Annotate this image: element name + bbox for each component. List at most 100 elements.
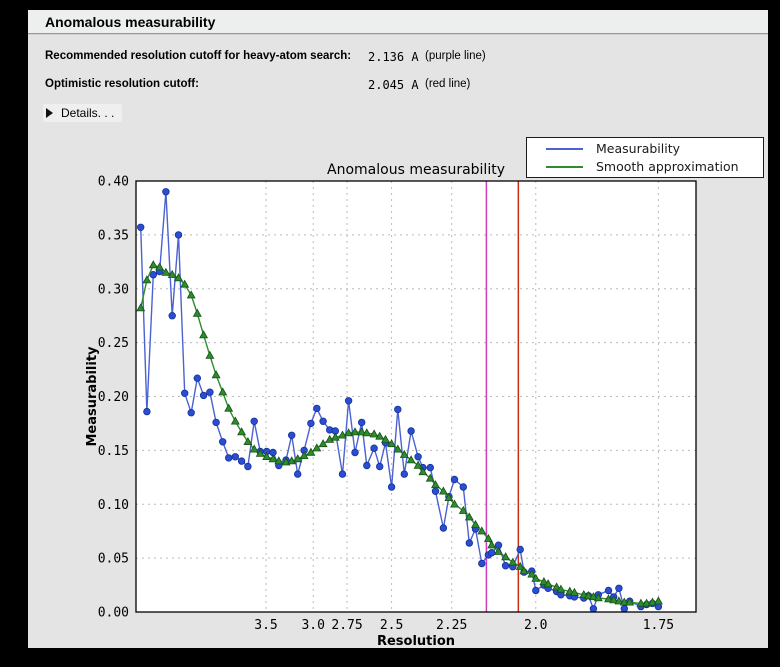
smooth-approximation-point bbox=[565, 586, 575, 595]
disclosure-triangle-icon bbox=[46, 108, 53, 118]
smooth-approximation-point bbox=[287, 456, 297, 465]
smooth-approximation-point bbox=[161, 267, 171, 276]
plot-background bbox=[136, 181, 696, 612]
measurability-point bbox=[174, 231, 183, 239]
measurability-point bbox=[149, 271, 157, 279]
y-tick-label: 0.40 bbox=[98, 175, 129, 190]
measurability-point bbox=[615, 584, 623, 592]
x-axis-label: Resolution bbox=[377, 634, 455, 648]
smooth-approximation-point bbox=[604, 594, 613, 603]
measurability-point bbox=[168, 312, 176, 320]
smooth-approximation-point bbox=[330, 432, 340, 441]
measurability-point bbox=[288, 431, 296, 439]
y-tick-label: 0.30 bbox=[98, 282, 129, 297]
measurability-point bbox=[465, 539, 473, 547]
section-header: Anomalous measurability bbox=[28, 10, 768, 34]
measurability-point bbox=[136, 223, 145, 231]
smooth-approximation-point bbox=[268, 454, 278, 463]
chart-legend: Measurability Smooth approximation bbox=[526, 137, 764, 178]
smooth-approximation-point bbox=[167, 269, 177, 278]
measurability-point bbox=[431, 487, 440, 495]
optimistic-cutoff-label: Optimistic resolution cutoff: bbox=[45, 78, 199, 90]
measurability-point bbox=[589, 605, 598, 613]
smooth-approximation-point bbox=[211, 370, 221, 379]
optimistic-cutoff-note: (red line) bbox=[425, 78, 471, 90]
smooth-approximation-point bbox=[531, 573, 541, 582]
recommended-cutoff-note: (purple line) bbox=[425, 50, 486, 62]
measurability-point bbox=[212, 418, 220, 427]
smooth-approximation-point bbox=[406, 455, 416, 464]
measurability-point bbox=[143, 407, 151, 416]
smooth-approximation-point bbox=[274, 456, 284, 465]
smooth-approximation-point bbox=[312, 443, 322, 452]
measurability-point bbox=[532, 586, 540, 595]
smooth-approximation-point bbox=[588, 592, 598, 601]
measurability-point bbox=[363, 461, 371, 470]
smooth-approximation-point bbox=[609, 595, 619, 604]
smooth-approximation-point bbox=[464, 512, 474, 521]
measurability-point bbox=[501, 562, 510, 570]
smooth-approximation-point bbox=[501, 552, 511, 561]
measurability-point bbox=[351, 448, 359, 457]
measurability-point bbox=[516, 545, 524, 554]
plot-frame bbox=[135, 180, 697, 613]
optimistic-cutoff-row: Optimistic resolution cutoff: 2.045 A (r… bbox=[28, 78, 768, 94]
measurability-point bbox=[307, 419, 315, 428]
measurability-point bbox=[180, 389, 189, 397]
measurability-point bbox=[604, 586, 613, 595]
measurability-point bbox=[478, 559, 486, 568]
smooth-approximation-point bbox=[393, 444, 403, 453]
details-disclosure[interactable]: Details. . . bbox=[43, 104, 123, 122]
measurability-point bbox=[218, 438, 227, 446]
recommended-cutoff-value: 2.136 A bbox=[368, 50, 419, 64]
recommended-cutoff-row: Recommended resolution cutoff for heavy-… bbox=[28, 50, 768, 66]
details-label: Details. . . bbox=[61, 106, 115, 120]
smooth-approximation-point bbox=[142, 275, 152, 284]
smooth-approximation-point bbox=[543, 579, 553, 588]
y-tick-label: 0.15 bbox=[98, 444, 129, 459]
y-tick-label: 0.25 bbox=[98, 336, 129, 351]
optimistic-cutoff-value: 2.045 A bbox=[368, 78, 419, 92]
smooth-approximation-point bbox=[174, 273, 183, 282]
smooth-approximation-point bbox=[237, 427, 247, 436]
smooth-approximation-point bbox=[387, 439, 397, 448]
smooth-approximation-point bbox=[614, 596, 624, 605]
smooth-approximation-point bbox=[306, 447, 316, 456]
y-tick-label: 0.00 bbox=[98, 606, 129, 621]
measurability-point bbox=[224, 454, 233, 462]
smooth-approximation-point bbox=[381, 434, 390, 443]
y-tick-label: 0.05 bbox=[98, 552, 129, 567]
smooth-approximation-point bbox=[192, 308, 202, 317]
smooth-approximation-point bbox=[413, 460, 423, 469]
x-tick-label: 2.75 bbox=[331, 618, 362, 633]
smooth-line-swatch bbox=[546, 166, 583, 168]
measurability-point bbox=[370, 444, 378, 452]
measurability-point bbox=[193, 374, 201, 382]
smooth-approximation-point bbox=[508, 557, 518, 566]
smooth-approximation-point bbox=[218, 387, 228, 396]
y-tick-label: 0.10 bbox=[98, 498, 129, 513]
smooth-approximation-point bbox=[556, 584, 566, 593]
smooth-approximation-point bbox=[584, 590, 593, 599]
measurability-point bbox=[319, 417, 327, 425]
measurability-point bbox=[313, 404, 321, 413]
smooth-approximation-point bbox=[344, 428, 354, 437]
smooth-approximation-point bbox=[625, 597, 635, 606]
legend-label-measurability: Measurability bbox=[596, 141, 681, 156]
measurability-point bbox=[450, 475, 459, 484]
measurability-point bbox=[407, 427, 415, 435]
measurability-point bbox=[199, 391, 208, 400]
smooth-approximation-point bbox=[148, 260, 158, 269]
smooth-approximation-point bbox=[494, 546, 503, 555]
smooth-approximation-point bbox=[350, 427, 360, 436]
smooth-approximation-point bbox=[527, 569, 537, 578]
smooth-approximation-point bbox=[230, 416, 240, 425]
measurability-point bbox=[338, 470, 347, 478]
smooth-approximation-point bbox=[579, 589, 589, 598]
measurability-point bbox=[426, 463, 434, 472]
smooth-approximation-point bbox=[653, 596, 663, 605]
measurability-point bbox=[344, 397, 353, 405]
smooth-approximation-point bbox=[519, 566, 529, 575]
measurability-point bbox=[394, 405, 402, 414]
smooth-approximation-point bbox=[487, 540, 497, 549]
